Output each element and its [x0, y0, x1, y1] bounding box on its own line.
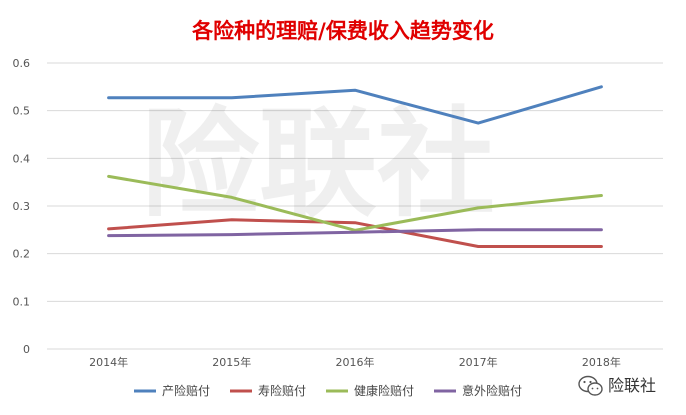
gridlines — [47, 62, 663, 350]
y-tick-label: 0.3 — [13, 200, 31, 213]
series-line-3 — [107, 174, 603, 232]
y-tick-label: 0.1 — [13, 295, 31, 308]
watermark: 险联社 — [141, 94, 495, 233]
y-tick-label: 0.5 — [13, 105, 31, 118]
x-axis-ticks: 2014年 2015年 2016年 2017年 2018年 — [89, 355, 621, 369]
legend: 产险赔付 寿险赔付 健康险赔付 意外险赔付 — [134, 383, 522, 398]
series-line-2 — [107, 218, 603, 248]
legend-label: 健康险赔付 — [354, 383, 414, 398]
x-tick-label: 2014年 — [89, 355, 128, 369]
wechat-icon — [578, 375, 603, 396]
y-tick-label: 0.4 — [13, 152, 31, 165]
y-tick-label: 0 — [23, 343, 30, 356]
y-axis-ticks: 0 0.1 0.2 0.3 0.4 0.5 0.6 — [13, 57, 31, 356]
series-line-1 — [107, 85, 603, 125]
legend-label: 寿险赔付 — [258, 383, 306, 398]
chart-title: 各险种的理赔/保费收入趋势变化 — [191, 18, 494, 43]
x-tick-label: 2016年 — [336, 355, 375, 369]
series-lines — [107, 85, 603, 248]
legend-label: 意外险赔付 — [462, 383, 522, 398]
series-line-4 — [107, 228, 603, 238]
x-tick-label: 2017年 — [459, 355, 498, 369]
brand-label: 险联社 — [608, 376, 656, 395]
y-tick-label: 0.6 — [13, 57, 31, 70]
x-tick-label: 2018年 — [582, 355, 621, 369]
legend-label: 产险赔付 — [162, 383, 210, 398]
x-tick-label: 2015年 — [212, 355, 251, 369]
brand-badge: 险联社 — [578, 375, 656, 396]
y-tick-label: 0.2 — [13, 248, 31, 261]
